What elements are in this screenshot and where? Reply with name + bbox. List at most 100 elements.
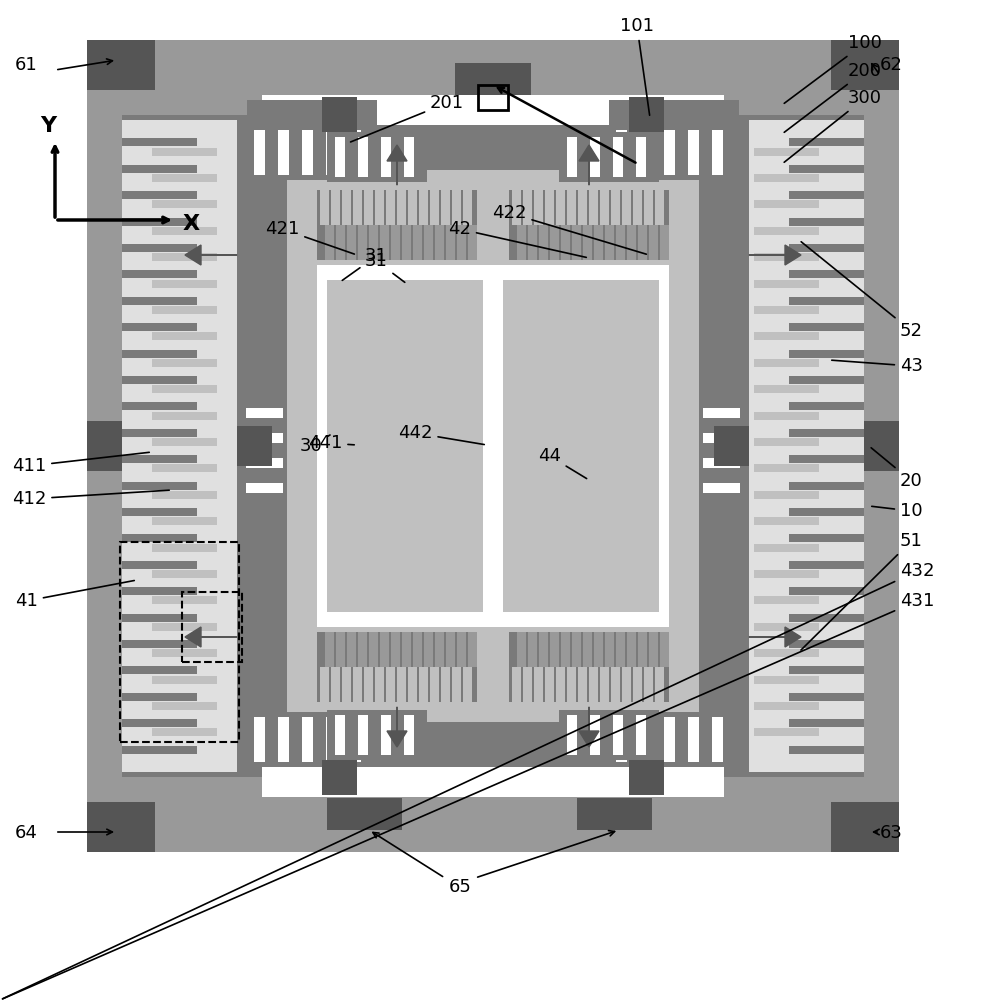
Bar — [616, 632, 625, 667]
Bar — [789, 191, 864, 199]
Bar — [369, 225, 378, 260]
Bar — [391, 632, 400, 667]
Bar — [87, 802, 155, 852]
Bar — [754, 491, 819, 499]
Bar — [754, 148, 819, 156]
Bar — [254, 717, 265, 762]
Bar — [419, 667, 428, 702]
Bar — [302, 717, 313, 762]
Bar — [122, 614, 197, 622]
Text: 42: 42 — [448, 220, 586, 257]
Bar — [342, 190, 351, 225]
Bar — [589, 190, 598, 225]
Bar — [699, 391, 744, 501]
Text: 63: 63 — [880, 824, 903, 842]
Bar — [278, 717, 289, 762]
Bar — [594, 225, 603, 260]
Bar — [754, 596, 819, 604]
Bar — [789, 244, 864, 252]
Bar — [509, 632, 669, 702]
Bar — [455, 63, 531, 98]
Bar — [242, 391, 287, 501]
Bar — [550, 632, 559, 667]
Bar — [152, 385, 217, 393]
Bar — [688, 717, 699, 762]
Bar — [613, 137, 623, 177]
Bar — [122, 120, 237, 772]
Bar — [358, 137, 368, 177]
Bar — [754, 570, 819, 578]
Bar — [152, 544, 217, 552]
Bar — [664, 130, 675, 175]
Bar — [789, 455, 864, 463]
Bar — [381, 137, 391, 177]
Bar — [609, 100, 739, 130]
Bar — [754, 649, 819, 657]
Bar — [152, 702, 217, 710]
FancyArrow shape — [185, 245, 237, 265]
Bar — [342, 667, 351, 702]
Bar — [457, 632, 466, 667]
Bar — [754, 702, 819, 710]
Bar — [122, 191, 197, 199]
Bar — [534, 667, 543, 702]
Bar — [152, 227, 217, 235]
Bar — [789, 165, 864, 173]
Bar — [523, 190, 532, 225]
Bar — [87, 40, 899, 852]
Bar — [457, 225, 466, 260]
Text: 300: 300 — [784, 89, 882, 162]
Bar — [452, 667, 461, 702]
Bar — [703, 408, 740, 418]
Text: 421: 421 — [265, 220, 355, 254]
Bar — [572, 632, 581, 667]
Bar — [404, 715, 414, 755]
Bar — [254, 130, 265, 175]
Bar — [754, 464, 819, 472]
Bar — [282, 117, 334, 143]
Bar — [468, 225, 477, 260]
Bar — [380, 225, 389, 260]
Bar — [789, 614, 864, 622]
Bar — [152, 306, 217, 314]
Bar — [539, 632, 548, 667]
Bar — [609, 125, 739, 180]
Text: 65: 65 — [449, 878, 472, 896]
Bar — [419, 190, 428, 225]
Bar — [754, 517, 819, 525]
Bar — [478, 85, 508, 110]
Bar — [789, 666, 864, 674]
FancyArrow shape — [579, 707, 599, 747]
FancyArrow shape — [387, 707, 407, 747]
Bar — [404, 137, 414, 177]
Bar — [246, 458, 283, 468]
Bar — [122, 297, 197, 305]
Bar — [122, 666, 197, 674]
Bar — [327, 280, 483, 612]
Bar — [622, 190, 631, 225]
Bar — [556, 667, 565, 702]
Bar — [633, 190, 642, 225]
Bar — [789, 587, 864, 595]
Text: 31: 31 — [343, 247, 388, 280]
Bar — [326, 130, 337, 175]
Bar — [754, 676, 819, 684]
Text: 30: 30 — [300, 435, 330, 455]
Bar — [328, 80, 426, 120]
Bar — [645, 115, 661, 145]
Bar — [320, 667, 329, 702]
Bar — [246, 483, 283, 493]
Bar — [317, 265, 669, 627]
Bar — [545, 190, 554, 225]
Bar — [430, 667, 439, 702]
Bar — [350, 130, 361, 175]
Bar — [402, 225, 411, 260]
Text: 200: 200 — [784, 62, 882, 132]
Bar — [452, 190, 461, 225]
Bar — [322, 760, 357, 795]
Bar — [122, 376, 197, 384]
Text: Y: Y — [40, 116, 57, 136]
Bar — [556, 190, 565, 225]
Bar — [611, 667, 620, 702]
Bar — [585, 117, 780, 143]
